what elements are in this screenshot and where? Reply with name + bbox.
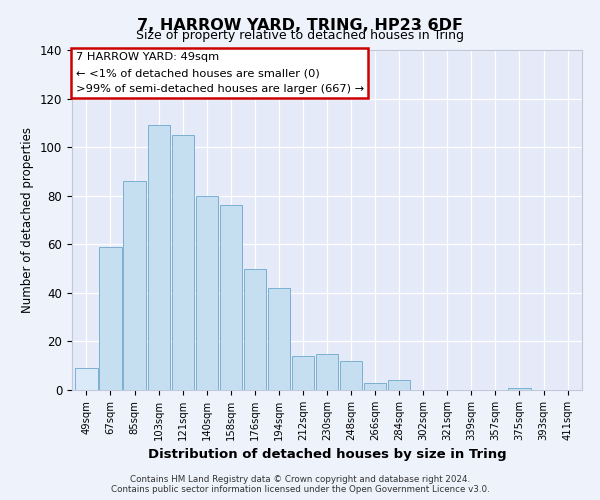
Bar <box>388 380 410 390</box>
Bar <box>292 356 314 390</box>
Bar <box>172 135 194 390</box>
Text: 7, HARROW YARD, TRING, HP23 6DF: 7, HARROW YARD, TRING, HP23 6DF <box>137 18 463 32</box>
Bar <box>244 268 266 390</box>
Bar <box>340 361 362 390</box>
Bar <box>316 354 338 390</box>
Bar <box>364 382 386 390</box>
Bar <box>148 126 170 390</box>
Bar <box>268 288 290 390</box>
Bar <box>508 388 530 390</box>
Bar <box>124 181 146 390</box>
X-axis label: Distribution of detached houses by size in Tring: Distribution of detached houses by size … <box>148 448 506 462</box>
Bar <box>220 206 242 390</box>
Text: Size of property relative to detached houses in Tring: Size of property relative to detached ho… <box>136 29 464 42</box>
Text: Contains HM Land Registry data © Crown copyright and database right 2024.
Contai: Contains HM Land Registry data © Crown c… <box>110 474 490 494</box>
Bar <box>196 196 218 390</box>
Bar <box>100 246 122 390</box>
Bar <box>76 368 98 390</box>
Text: 7 HARROW YARD: 49sqm
← <1% of detached houses are smaller (0)
>99% of semi-detac: 7 HARROW YARD: 49sqm ← <1% of detached h… <box>76 52 364 94</box>
Y-axis label: Number of detached properties: Number of detached properties <box>22 127 34 313</box>
